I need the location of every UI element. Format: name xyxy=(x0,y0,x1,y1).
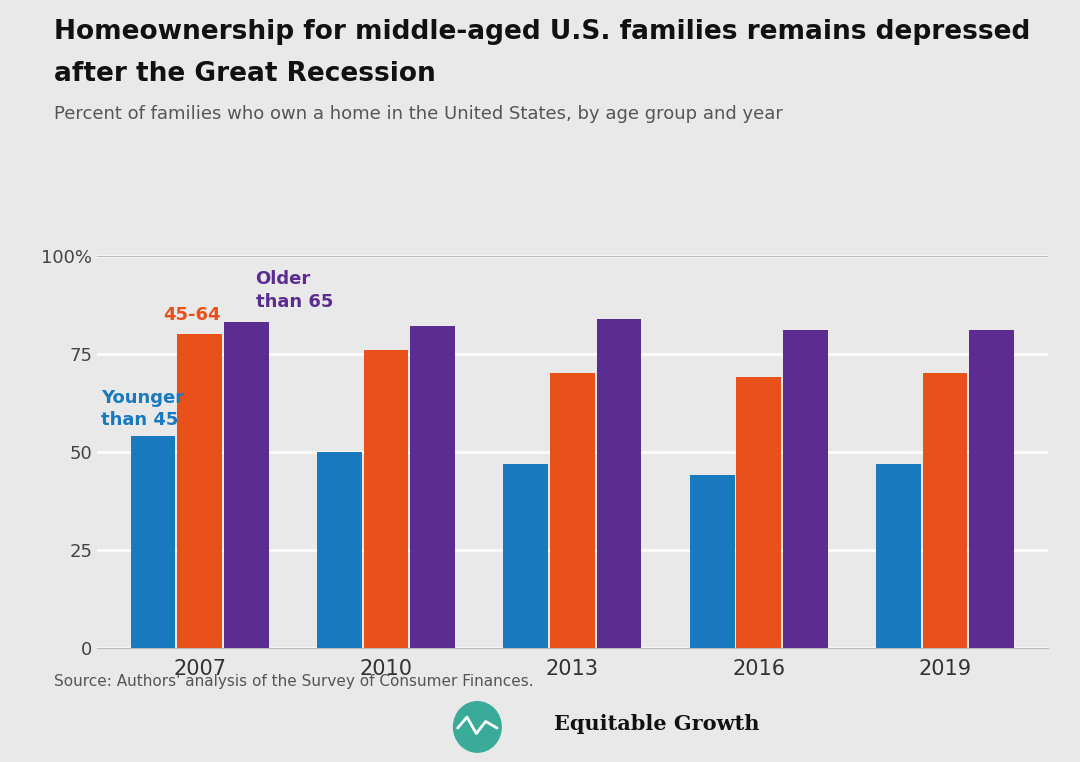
Bar xyxy=(783,330,827,648)
Bar xyxy=(690,475,734,648)
Bar xyxy=(737,377,781,648)
Circle shape xyxy=(454,702,501,752)
Text: Older
than 65: Older than 65 xyxy=(256,271,333,311)
Bar xyxy=(131,436,175,648)
Text: after the Great Recession: after the Great Recession xyxy=(54,61,435,87)
Bar xyxy=(503,463,549,648)
Text: 45-64: 45-64 xyxy=(163,306,221,325)
Bar xyxy=(922,373,968,648)
Text: Homeownership for middle-aged U.S. families remains depressed: Homeownership for middle-aged U.S. famil… xyxy=(54,19,1030,45)
Bar xyxy=(364,350,408,648)
Bar xyxy=(410,326,455,648)
Bar xyxy=(224,322,269,648)
Bar xyxy=(596,319,642,648)
Bar xyxy=(318,452,362,648)
Text: Younger
than 45: Younger than 45 xyxy=(100,389,184,429)
Text: Equitable Growth: Equitable Growth xyxy=(554,714,759,734)
Text: Percent of families who own a home in the United States, by age group and year: Percent of families who own a home in th… xyxy=(54,105,783,123)
Bar xyxy=(550,373,595,648)
Text: Source: Authors' analysis of the Survey of Consumer Finances.: Source: Authors' analysis of the Survey … xyxy=(54,674,534,690)
Bar xyxy=(177,335,222,648)
Bar xyxy=(970,330,1014,648)
Bar xyxy=(876,463,921,648)
